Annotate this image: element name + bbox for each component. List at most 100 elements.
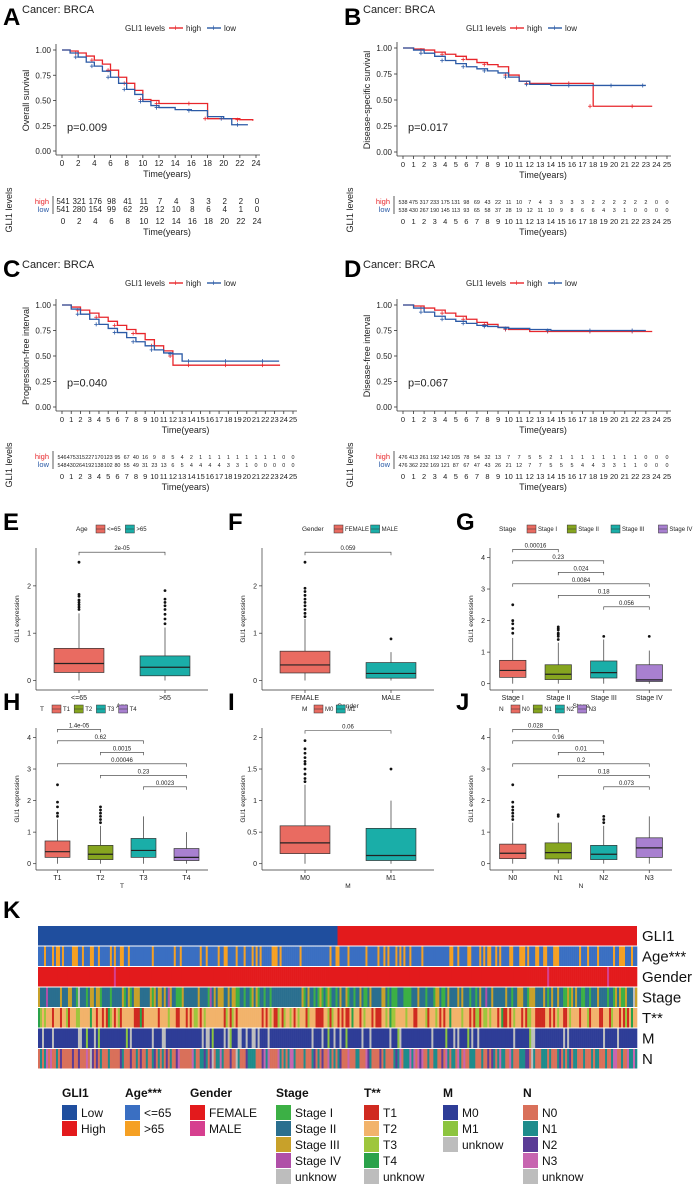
x-tick-label: 7 bbox=[125, 415, 129, 424]
heatmap-cell bbox=[337, 1049, 340, 1069]
heatmap-cell bbox=[175, 987, 179, 1007]
heatmap-cell bbox=[375, 987, 378, 1007]
x-tick-label: 14 bbox=[187, 415, 195, 424]
heatmap-cell bbox=[115, 967, 119, 987]
outlier-point bbox=[303, 751, 307, 755]
heatmap-cell bbox=[525, 987, 528, 1007]
heatmap-cell bbox=[461, 946, 464, 966]
heatmap-cell bbox=[443, 946, 446, 966]
heatmap-cell bbox=[387, 1008, 390, 1028]
risk-x-tick-label: 14 bbox=[547, 472, 555, 481]
heatmap-cell bbox=[183, 946, 187, 966]
heatmap-cell bbox=[519, 987, 522, 1007]
heatmap-cell bbox=[499, 987, 502, 1007]
heatmap-cell bbox=[251, 987, 254, 1007]
heatmap-cell bbox=[599, 1028, 602, 1048]
heatmap-cell bbox=[149, 987, 153, 1007]
heatmap-cell bbox=[95, 1049, 99, 1069]
heatmap-cell bbox=[355, 967, 358, 987]
risk-x-tick-label: 16 bbox=[568, 472, 576, 481]
heatmap-cell bbox=[243, 987, 246, 1007]
heatmap-cell bbox=[309, 1028, 312, 1048]
risk-count-high: 541 bbox=[56, 197, 70, 206]
heatmap-cell bbox=[583, 967, 586, 987]
heatmap-cell bbox=[121, 1049, 125, 1069]
risk-x-tick-label: 6 bbox=[464, 472, 468, 481]
heatmap-cell bbox=[509, 1049, 512, 1069]
heatmap-cell bbox=[517, 1008, 520, 1028]
heatmap-cell bbox=[533, 1008, 536, 1028]
heatmap-cell bbox=[519, 967, 522, 987]
risk-count-high: 0 bbox=[644, 455, 647, 461]
heatmap-cell bbox=[579, 1008, 582, 1028]
heatmap-cell bbox=[227, 1049, 230, 1069]
heatmap-cell bbox=[555, 987, 558, 1007]
heatmap-cell bbox=[125, 1008, 129, 1028]
x-tick-label: 5 bbox=[106, 415, 110, 424]
heatmap-cell bbox=[151, 967, 155, 987]
heatmap-cell bbox=[171, 967, 175, 987]
censor-mark-high bbox=[440, 311, 445, 316]
heatmap-cell bbox=[369, 946, 372, 966]
heatmap-cell bbox=[75, 1049, 79, 1069]
heatmap-cell bbox=[629, 1049, 632, 1069]
heatmap-cell bbox=[215, 967, 218, 987]
heatmap-cell bbox=[209, 1049, 213, 1069]
heatmap-row-gli1 bbox=[38, 926, 637, 946]
heatmap-cell bbox=[529, 967, 532, 987]
outlier-point bbox=[511, 800, 515, 804]
heatmap-cell bbox=[475, 987, 478, 1007]
risk-x-tick-label: 16 bbox=[206, 472, 214, 481]
legend-swatch bbox=[523, 1153, 538, 1168]
heatmap-cell bbox=[445, 1049, 448, 1069]
heatmap-cell bbox=[553, 967, 556, 987]
heatmap-cell bbox=[145, 967, 149, 987]
heatmap-cell bbox=[491, 1049, 494, 1069]
heatmap-cell bbox=[355, 1049, 358, 1069]
heatmap-cell bbox=[581, 1008, 584, 1028]
heatmap-cell bbox=[627, 1028, 630, 1048]
heatmap-cell bbox=[155, 1049, 159, 1069]
risk-count-low: 1 bbox=[623, 463, 626, 469]
x-tick-label: 16 bbox=[206, 415, 214, 424]
heatmap-cell bbox=[407, 1008, 410, 1028]
heatmap-cell bbox=[229, 946, 232, 966]
risk-count-low: 6 bbox=[592, 208, 595, 214]
heatmap-cell bbox=[145, 987, 149, 1007]
risk-x-tick-label: 10 bbox=[504, 217, 512, 226]
heatmap-cell bbox=[273, 987, 276, 1007]
risk-count-low: 19 bbox=[516, 208, 522, 214]
heatmap-cell bbox=[145, 1028, 149, 1048]
heatmap-cell bbox=[221, 967, 224, 987]
risk-x-tick-label: 5 bbox=[454, 472, 458, 481]
heatmap-cell bbox=[249, 1008, 252, 1028]
y-tick-label: 2 bbox=[27, 583, 31, 590]
heatmap-cell bbox=[549, 1028, 552, 1048]
heatmap-cell bbox=[323, 1049, 326, 1069]
km-curve-low bbox=[403, 304, 646, 332]
heatmap-cell bbox=[379, 946, 382, 966]
x-tick-label: 0 bbox=[401, 160, 405, 169]
heatmap-cell bbox=[415, 1008, 418, 1028]
heatmap-cell bbox=[189, 967, 193, 987]
legend-swatch bbox=[364, 1169, 379, 1184]
heatmap-cell bbox=[569, 1008, 572, 1028]
heatmap-cell bbox=[315, 967, 318, 987]
heatmap-cell bbox=[127, 946, 131, 966]
heatmap-cell bbox=[163, 987, 167, 1007]
heatmap-cell bbox=[87, 946, 91, 966]
heatmap-cell bbox=[589, 1028, 592, 1048]
legend-title: Stage bbox=[276, 1086, 309, 1100]
heatmap-cell bbox=[503, 1028, 506, 1048]
x-tick-label: T1 bbox=[53, 875, 61, 882]
heatmap-cell bbox=[621, 987, 624, 1007]
heatmap-cell bbox=[397, 946, 400, 966]
heatmap-cell bbox=[491, 946, 494, 966]
risk-count-high: 5 bbox=[539, 455, 542, 461]
comparison-p-value: 0.96 bbox=[552, 735, 564, 741]
censor-mark-low bbox=[154, 105, 159, 110]
heatmap-cell bbox=[115, 1049, 119, 1069]
censor-mark-low bbox=[503, 75, 508, 80]
heatmap-cell bbox=[245, 1049, 248, 1069]
heatmap-cell bbox=[109, 987, 113, 1007]
